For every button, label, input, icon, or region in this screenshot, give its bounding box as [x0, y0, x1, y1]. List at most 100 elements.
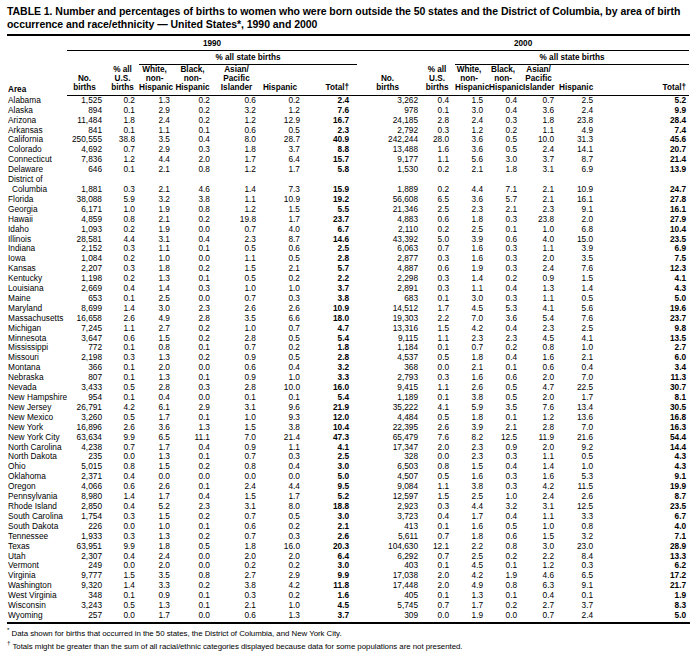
- value-cell: 0.1: [175, 244, 217, 254]
- value-cell: 10.9: [559, 175, 600, 195]
- value-cell: 0.3: [175, 284, 217, 294]
- value-cell: 0.0: [175, 393, 217, 403]
- total-cell: 2.2: [305, 274, 357, 284]
- total-cell: 3.0: [305, 561, 357, 571]
- column-header-black-1990: Black, non- Hispanic: [175, 65, 217, 96]
- value-cell: 0.2: [175, 106, 217, 116]
- subgroup-label-1990: % all state births: [139, 51, 357, 65]
- value-cell: 0.1: [175, 373, 217, 383]
- value-cell: 0.1: [175, 591, 217, 601]
- value-cell: 1.4: [559, 284, 600, 294]
- total-cell: 13.9: [600, 165, 689, 175]
- value-cell: 2.0: [559, 215, 600, 225]
- value-cell: 0.8: [175, 165, 217, 175]
- total-cell: 18.0: [305, 314, 357, 324]
- value-cell: 646: [67, 165, 110, 175]
- value-cell: 0.0: [110, 611, 139, 621]
- value-cell: 6.5: [559, 571, 600, 581]
- value-cell: 1.4: [217, 175, 260, 195]
- value-cell: 0.0: [175, 254, 217, 264]
- total-cell: 2.5: [305, 244, 357, 254]
- value-cell: 0.4: [175, 492, 217, 502]
- total-cell: 21.9: [305, 403, 357, 413]
- value-cell: 0.0: [175, 294, 217, 304]
- value-cell: 1.9: [455, 611, 489, 621]
- column-header-no-births-2000: No. births: [357, 65, 425, 96]
- value-cell: 0.2: [175, 324, 217, 334]
- value-cell: 0.0: [175, 363, 217, 373]
- value-cell: 2.1: [139, 165, 175, 175]
- total-cell: 23.7: [305, 215, 357, 225]
- value-cell: 0.2: [175, 264, 217, 274]
- value-cell: 7.6: [559, 264, 600, 274]
- value-cell: 0.2: [175, 532, 217, 542]
- total-cell: 5.0: [305, 472, 357, 482]
- column-header-api-1990: Asian/ Pacific Islander: [217, 65, 260, 96]
- total-cell: 3.7: [305, 611, 357, 621]
- total-cell: 4.1: [305, 443, 357, 453]
- value-cell: 2.9: [175, 403, 217, 413]
- total-cell: 1.8: [305, 343, 357, 353]
- value-cell: 22.5: [559, 383, 600, 393]
- total-cell: 8.8: [305, 145, 357, 155]
- footnote-text: Totals might be greater than the sum of …: [12, 641, 462, 650]
- value-cell: 2.1: [139, 175, 175, 195]
- column-header-total-1990: Total†: [305, 65, 357, 96]
- value-cell: 2.1: [559, 353, 600, 363]
- value-cell: 5.6: [559, 304, 600, 314]
- value-cell: 3.7: [559, 601, 600, 611]
- value-cell: 1.5: [559, 274, 600, 284]
- total-cell: 2.5: [305, 452, 357, 462]
- column-header-white-2000: White, non- Hispanic: [455, 65, 489, 96]
- footnote-text: Data shown for births that occurred in t…: [12, 628, 342, 637]
- value-cell: 7.1: [489, 175, 523, 195]
- total-cell: 3.3: [305, 373, 357, 383]
- value-cell: 2.5: [559, 324, 600, 334]
- total-cell: 7.6: [305, 106, 357, 116]
- value-cell: 3.3: [559, 512, 600, 522]
- total-cell: 5.4: [305, 393, 357, 403]
- value-cell: 0.3: [175, 383, 217, 393]
- value-cell: 309: [357, 611, 425, 621]
- value-cell: 2.3: [175, 304, 217, 314]
- value-cell: 0.1: [175, 274, 217, 284]
- value-cell: 2.1: [523, 175, 559, 195]
- value-cell: 1.2: [217, 165, 260, 175]
- footnote-mark-asterisk: *: [7, 626, 9, 633]
- table-title: TABLE 1. Number and percentages of birth…: [7, 5, 691, 31]
- value-cell: 16.1: [559, 195, 600, 205]
- value-cell: 1.7: [260, 165, 305, 175]
- total-cell: 9.9: [305, 571, 357, 581]
- total-cell: 18.8: [305, 502, 357, 512]
- value-cell: 0.0: [175, 472, 217, 482]
- table-header: Area 1990 2000 % all state births % all …: [7, 37, 689, 95]
- value-cell: 21.6: [559, 433, 600, 443]
- total-cell: 14.6: [305, 235, 357, 245]
- value-cell: 0.4: [559, 363, 600, 373]
- total-cell: 47.3: [305, 433, 357, 443]
- total-cell: 3.8: [305, 294, 357, 304]
- total-cell: 2.3: [305, 126, 357, 136]
- footnote-mark-dagger: †: [7, 639, 10, 646]
- total-cell: 40.9: [305, 135, 357, 145]
- total-cell: 5.8: [305, 165, 357, 175]
- value-cell: 2.0: [175, 155, 217, 165]
- value-cell: 0.6: [217, 611, 260, 621]
- total-cell: 19.2: [305, 195, 357, 205]
- value-cell: 257: [67, 611, 110, 621]
- value-cell: 3.9: [559, 244, 600, 254]
- value-cell: 0.5: [559, 294, 600, 304]
- value-cell: 0.2: [175, 462, 217, 472]
- total-cell: 20.3: [305, 542, 357, 552]
- year-group-row: Area 1990 2000: [7, 37, 689, 51]
- table-body: Alabama1,5250.21.30.20.60.22.43,2620.41.…: [7, 95, 689, 621]
- footnotes: * Data shown for births that occurred in…: [7, 626, 690, 651]
- value-cell: 0.0: [425, 611, 455, 621]
- value-cell: 0.1: [559, 591, 600, 601]
- value-cell: 11.5: [559, 482, 600, 492]
- total-cell: 2.4: [305, 95, 357, 105]
- value-cell: 0.4: [175, 235, 217, 245]
- total-cell: 6.7: [305, 225, 357, 235]
- value-cell: 23.8: [559, 116, 600, 126]
- table-bottom-rule: [7, 622, 690, 624]
